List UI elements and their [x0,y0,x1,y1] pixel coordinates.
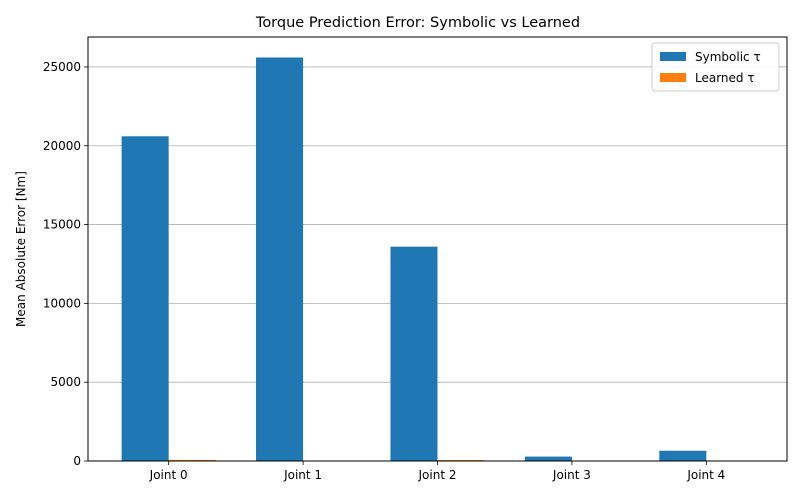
x-tick-label: Joint 4 [686,468,725,482]
legend-swatch-symbolic [660,52,686,61]
x-tick-label: Joint 2 [418,468,457,482]
bar-series0-cat0 [121,136,169,461]
legend-swatch-learned [660,73,686,82]
y-tick-label: 0 [73,454,81,468]
y-tick-label: 20000 [43,139,81,153]
x-axis: Joint 0 Joint 1 Joint 2 Joint 3 Joint 4 [149,461,725,482]
chart-title: Torque Prediction Error: Symbolic vs Lea… [255,15,580,31]
bar-series0-cat2 [390,246,438,461]
bar-series0-cat3 [524,456,572,461]
legend-label-learned: Learned τ [695,71,755,85]
y-tick-label: 10000 [43,296,81,310]
bars [121,57,754,461]
y-tick-label: 15000 [43,218,81,232]
x-tick-label: Joint 0 [149,468,188,482]
bar-series1-cat0 [168,459,216,461]
x-tick-label: Joint 1 [283,468,322,482]
y-tick-label: 25000 [43,60,81,74]
bar-series0-cat1 [256,57,304,461]
x-tick-label: Joint 3 [552,468,591,482]
legend-label-symbolic: Symbolic τ [695,50,761,64]
legend: Symbolic τ Learned τ [651,42,780,92]
y-axis-label: Mean Absolute Error [Nm] [14,171,28,327]
y-tick-label: 5000 [50,375,81,389]
y-axis: 0 5000 10000 15000 20000 25000 [43,60,88,468]
bar-series0-cat4 [659,450,707,461]
